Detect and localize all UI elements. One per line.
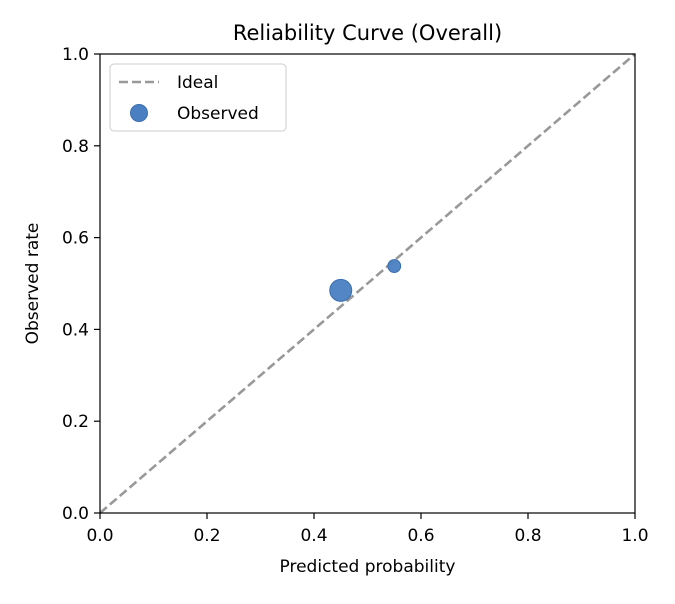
y-tick-label: 0.2 [62, 412, 89, 432]
x-tick-label: 0.2 [193, 526, 220, 546]
x-tick-label: 0.4 [300, 526, 327, 546]
x-tick-label: 1.0 [621, 526, 648, 546]
chart-title: Reliability Curve (Overall) [233, 21, 502, 45]
legend: Ideal Observed [109, 63, 287, 132]
plot-area: 0.0 0.2 0.4 0.6 0.8 1.0 0.0 0.2 0.4 0.6 0.8 1.0 [62, 45, 649, 546]
x-axis-label: Predicted probability [280, 557, 456, 577]
ideal-line [99, 53, 636, 514]
y-tick-label: 0.4 [62, 320, 89, 340]
x-tick-label: 0.0 [86, 526, 113, 546]
axes-frame [99, 53, 636, 514]
legend-label: Ideal [177, 73, 218, 93]
x-tick-label: 0.6 [407, 526, 434, 546]
y-tick-label: 1.0 [62, 45, 89, 65]
observed-point [329, 278, 353, 302]
observed-point [387, 259, 402, 273]
x-tick-label: 0.8 [514, 526, 541, 546]
y-tick-label: 0.0 [62, 504, 89, 524]
y-axis-label: Observed rate [23, 223, 43, 345]
y-tick-label: 0.6 [62, 229, 89, 249]
legend-marker-swatch [130, 104, 148, 122]
y-tick-label: 0.8 [62, 137, 89, 157]
legend-label: Observed [177, 104, 259, 124]
